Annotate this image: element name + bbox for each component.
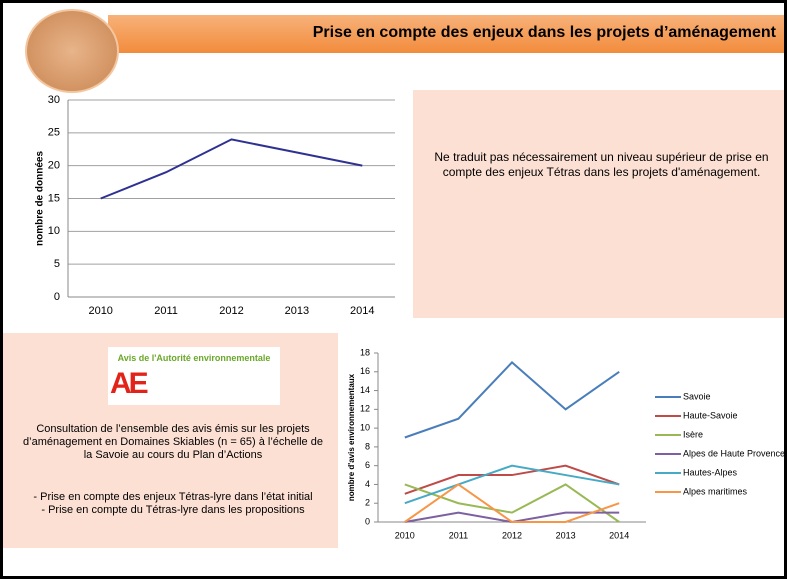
y-tick-label: 4 — [365, 479, 370, 489]
series-line — [404, 483, 620, 523]
legend-label: Savoie — [683, 391, 711, 401]
ae-points: - Prise en compte des enjeux Tétras-lyre… — [23, 491, 323, 517]
series-line — [100, 138, 363, 200]
ae-box: Avis de l'Autorité environnementale AE C… — [3, 333, 338, 548]
y-tick-label: 16 — [360, 366, 370, 376]
ae-logo: Avis de l'Autorité environnementale AE — [108, 347, 280, 405]
x-tick-label: 2013 — [285, 305, 309, 317]
x-tick-label: 2010 — [88, 305, 112, 317]
y-tick-label: 0 — [54, 291, 60, 303]
legend-label: Alpes maritimes — [683, 486, 748, 496]
y-tick-label: 2 — [365, 498, 370, 508]
y-tick-label: 6 — [365, 460, 370, 470]
y-tick-label: 20 — [48, 160, 60, 172]
y-axis-label: nombre de données — [35, 151, 46, 246]
y-tick-label: 10 — [48, 225, 60, 237]
y-tick-label: 25 — [48, 127, 60, 139]
x-tick-label: 2014 — [350, 305, 374, 317]
y-tick-label: 30 — [48, 94, 60, 106]
legend-label: Isère — [683, 429, 703, 439]
y-tick-label: 0 — [365, 516, 370, 526]
x-tick-label: 2011 — [449, 530, 468, 540]
legend-label: Hautes-Alpes — [683, 467, 738, 477]
series-line — [404, 464, 620, 495]
legend-label: Alpes de Haute Provence — [683, 448, 784, 458]
y-tick-label: 14 — [360, 385, 370, 395]
x-tick-label: 2013 — [556, 530, 576, 540]
slide-title: Prise en compte des enjeux dans les proj… — [312, 24, 776, 41]
y-tick-label: 8 — [365, 441, 370, 451]
y-tick-label: 5 — [54, 258, 60, 270]
note-text: Ne traduit pas nécessairement un niveau … — [434, 150, 769, 179]
x-tick-label: 2012 — [502, 530, 522, 540]
ae-caption: Avis de l'Autorité environnementale — [117, 353, 271, 363]
y-axis-label: nombre d'avis environnementaux — [347, 373, 356, 501]
y-tick-label: 10 — [360, 422, 370, 432]
header-bar: Prise en compte des enjeux dans les proj… — [108, 15, 784, 53]
ae-mark: AE — [110, 367, 149, 400]
y-tick-label: 12 — [360, 404, 370, 414]
series-line — [404, 361, 620, 439]
y-tick-label: 18 — [360, 347, 370, 357]
x-tick-label: 2014 — [609, 530, 629, 540]
y-tick-label: 15 — [48, 192, 60, 204]
x-tick-label: 2012 — [219, 305, 243, 317]
ae-point: - Prise en compte du Tétras-lyre dans le… — [41, 504, 305, 516]
logo — [25, 9, 119, 93]
note-box: Ne traduit pas nécessairement un niveau … — [413, 90, 784, 318]
x-tick-label: 2010 — [395, 530, 415, 540]
ae-description: Consultation de l’ensemble des avis émis… — [23, 423, 323, 461]
series-line — [404, 464, 620, 505]
x-tick-label: 2011 — [154, 305, 178, 317]
legend-label: Haute-Savoie — [683, 410, 738, 420]
ae-point: - Prise en compte des enjeux Tétras-lyre… — [33, 491, 313, 503]
